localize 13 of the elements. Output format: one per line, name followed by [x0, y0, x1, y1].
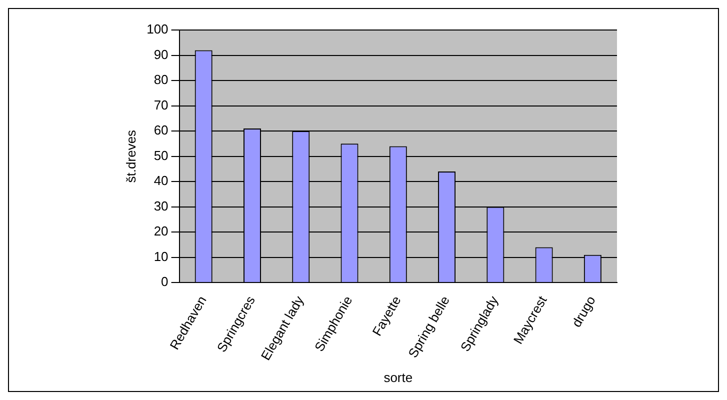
- y-tick-label: 60: [154, 122, 168, 138]
- y-tick-label: 80: [154, 72, 168, 88]
- y-tick-label: 0: [161, 274, 168, 290]
- y-axis-title: št.dreves: [123, 129, 138, 183]
- y-tick-label: 70: [154, 97, 168, 112]
- x-axis-title: sorte: [384, 370, 413, 385]
- y-tick-label: 20: [154, 224, 168, 239]
- y-tick-label: 30: [154, 198, 168, 214]
- y-tick-label: 90: [154, 46, 168, 62]
- y-tick-label: 10: [154, 248, 168, 264]
- y-tick-label: 40: [154, 173, 168, 188]
- y-tick-label: 50: [154, 148, 168, 163]
- y-tick-label: 100: [146, 22, 168, 37]
